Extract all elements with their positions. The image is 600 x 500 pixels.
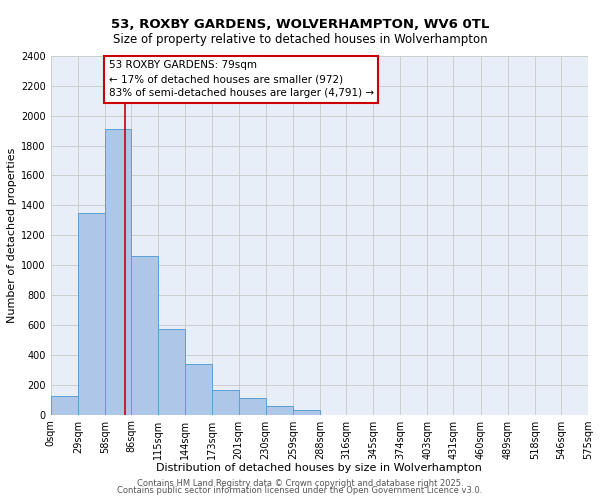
Bar	[51, 396, 78, 414]
Text: Contains public sector information licensed under the Open Government Licence v3: Contains public sector information licen…	[118, 486, 482, 495]
Bar	[131, 256, 158, 414]
Bar	[185, 364, 212, 414]
Bar	[105, 129, 131, 414]
Text: Contains HM Land Registry data © Crown copyright and database right 2025.: Contains HM Land Registry data © Crown c…	[137, 478, 463, 488]
X-axis label: Distribution of detached houses by size in Wolverhampton: Distribution of detached houses by size …	[157, 463, 482, 473]
Bar	[212, 390, 239, 414]
Bar	[78, 213, 105, 414]
Bar	[239, 398, 266, 414]
Text: 53, ROXBY GARDENS, WOLVERHAMPTON, WV6 0TL: 53, ROXBY GARDENS, WOLVERHAMPTON, WV6 0T…	[111, 18, 489, 30]
Y-axis label: Number of detached properties: Number of detached properties	[7, 148, 17, 323]
Text: Size of property relative to detached houses in Wolverhampton: Size of property relative to detached ho…	[113, 32, 487, 46]
Bar	[293, 410, 320, 414]
Bar	[158, 330, 185, 414]
Text: 53 ROXBY GARDENS: 79sqm
← 17% of detached houses are smaller (972)
83% of semi-d: 53 ROXBY GARDENS: 79sqm ← 17% of detache…	[109, 60, 374, 98]
Bar	[266, 406, 293, 414]
